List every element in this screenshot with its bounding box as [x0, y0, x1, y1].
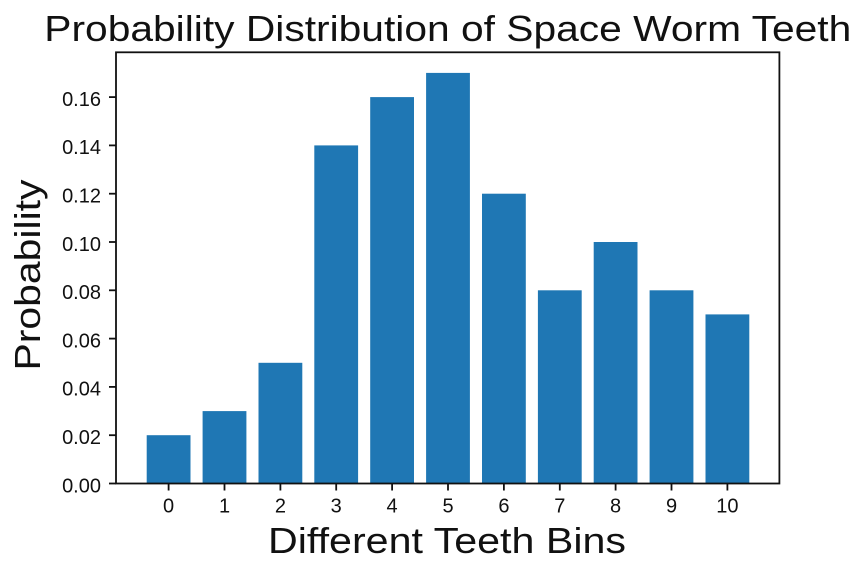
svg-text:9: 9 [666, 496, 677, 518]
svg-text:3: 3 [331, 496, 342, 518]
svg-text:0.04: 0.04 [62, 379, 101, 401]
svg-text:4: 4 [387, 496, 398, 518]
svg-text:6: 6 [498, 496, 509, 518]
svg-text:0.06: 0.06 [62, 330, 101, 352]
svg-text:0.00: 0.00 [62, 475, 101, 497]
svg-text:Different Teeth Bins: Different Teeth Bins [268, 520, 626, 561]
svg-text:8: 8 [610, 496, 621, 518]
svg-text:Probability Distribution of Sp: Probability Distribution of Space Worm T… [44, 8, 851, 49]
svg-text:0.10: 0.10 [62, 234, 101, 256]
svg-text:1: 1 [219, 496, 230, 518]
svg-text:Probability: Probability [7, 180, 48, 371]
svg-text:0.16: 0.16 [62, 89, 101, 111]
svg-text:0.12: 0.12 [62, 186, 101, 208]
svg-text:7: 7 [554, 496, 565, 518]
svg-text:0.08: 0.08 [62, 282, 101, 304]
svg-text:5: 5 [442, 496, 453, 518]
svg-text:0.02: 0.02 [62, 427, 101, 449]
svg-text:0.14: 0.14 [62, 137, 101, 159]
svg-text:10: 10 [716, 496, 738, 518]
svg-text:0: 0 [163, 496, 174, 518]
svg-text:2: 2 [275, 496, 286, 518]
